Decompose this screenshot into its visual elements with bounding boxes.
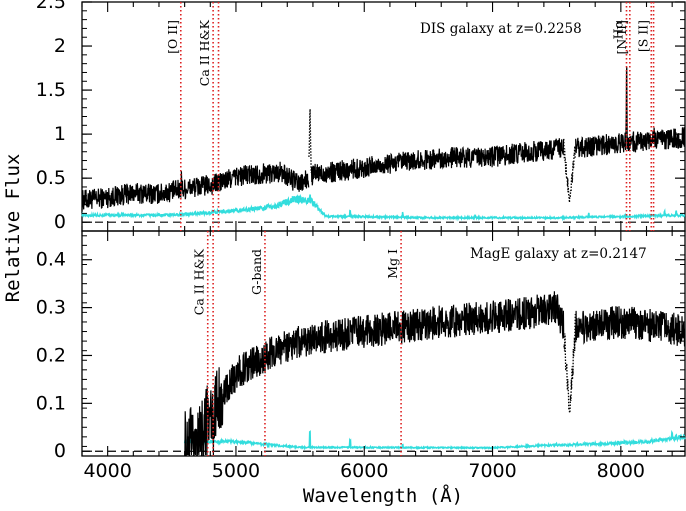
x-axis-title: Wavelength (Å) [303,484,463,507]
line-label: Mg I [385,249,400,279]
x-tick-label: 6000 [340,460,388,482]
top-panel: [O II] Ca II H&K Hα[N II] [S II] 0 0.5 1 1.5 2 2.… [36,0,686,233]
y-tick-label: 2 [54,35,66,57]
bottom-error-spectrum [183,429,686,451]
y-tick-label: 0.5 [36,167,66,189]
line-label: Ca II H&K [192,248,207,315]
line-label: Ca II H&K [197,19,212,86]
y-tick-label: 0 [54,440,66,462]
y-tick-label: 0.3 [36,297,66,319]
line-label: [N II] [614,20,629,55]
top-spectrum-segment [81,161,310,211]
y-tick-label: 0 [54,211,66,233]
bottom-telluric-segment [563,314,576,414]
line-label: G-band [249,249,264,295]
y-tick-label: 2.5 [36,0,66,13]
top-telluric-segment [563,138,576,203]
top-error-spectrum [81,193,686,222]
line-label: [O II] [165,20,180,54]
y-tick-label: 0.4 [36,249,66,271]
x-tick-label: 8000 [597,460,645,482]
y-tick-label: 0.2 [36,344,66,366]
x-axis: 4000 5000 6000 7000 8000 [83,460,645,482]
x-tick-label: 7000 [468,460,516,482]
x-tick-label: 5000 [212,460,260,482]
line-label: [S II] [635,20,650,52]
top-telluric-segment [308,109,312,173]
bottom-panel-frame [81,230,686,457]
bottom-spectrum-segment [575,306,686,347]
top-spectrum-segment [310,138,565,186]
top-spectrum-segment [574,67,686,158]
y-axis-title: Relative Flux [2,154,24,303]
x-tick-label: 4000 [83,460,131,482]
y-tick-label: 0.1 [36,392,66,414]
bottom-panel: Ca II H&K G-band Mg I 0 0.1 0.2 0.3 0.4 [36,231,686,462]
top-panel-title: DIS galaxy at z=0.2258 [420,21,582,37]
bottom-spectrum-segment [184,291,565,456]
bottom-panel-title: MagE galaxy at z=0.2147 [470,246,647,262]
y-tick-label: 1 [54,123,66,145]
line-label: Hα [611,19,626,39]
y-tick-label: 1.5 [36,79,66,101]
